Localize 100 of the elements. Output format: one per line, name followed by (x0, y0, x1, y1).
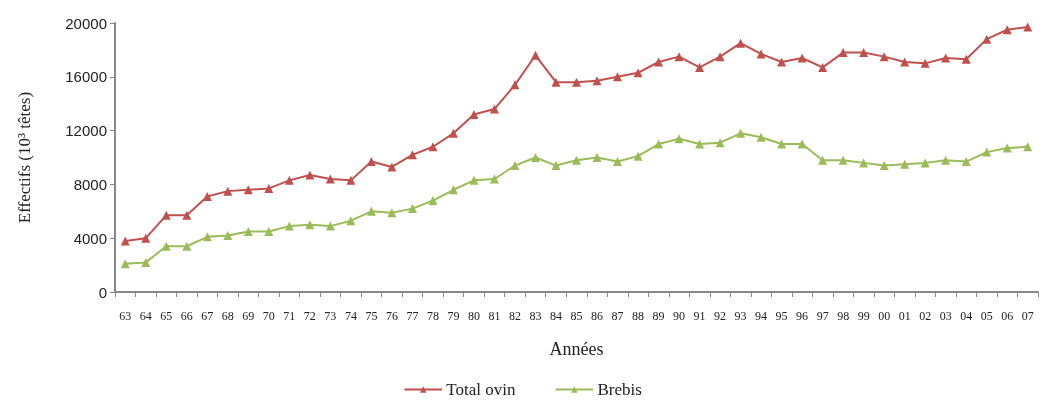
point (674, 52, 684, 62)
point (182, 210, 192, 220)
x-tick-label: 76 (385, 309, 398, 323)
x-tick-label: 83 (529, 309, 542, 323)
point (1002, 143, 1012, 153)
point (448, 185, 458, 195)
point (838, 48, 848, 58)
legend-label: Total ovin (446, 380, 516, 399)
x-tick-label: 72 (303, 309, 316, 323)
x-tick-label: 92 (714, 309, 727, 323)
point (284, 175, 294, 185)
x-tick-label: 86 (591, 309, 604, 323)
x-tick-label: 93 (734, 309, 747, 323)
x-tick-label: 85 (570, 309, 583, 323)
point (243, 226, 253, 236)
point (141, 233, 151, 243)
point (900, 159, 910, 169)
point (325, 221, 335, 231)
x-tick-label: 68 (221, 309, 234, 323)
y-tick-label: 4000 (73, 229, 107, 247)
x-tick-label: 71 (283, 309, 296, 323)
point (982, 147, 992, 157)
x-tick-label: 73 (324, 309, 337, 323)
x-tick-label: 07 (1021, 309, 1034, 323)
x-tick-label: 90 (673, 309, 686, 323)
point (325, 174, 335, 184)
x-tick-label: 75 (365, 309, 378, 323)
point (510, 161, 520, 171)
x-tick-label: 02 (919, 309, 932, 323)
x-tick-label: 65 (160, 309, 173, 323)
point (879, 161, 889, 171)
point (489, 174, 499, 184)
point (613, 157, 623, 167)
x-tick-label: 77 (406, 309, 419, 323)
x-tick-label: 64 (139, 309, 152, 323)
point (818, 62, 828, 72)
point (838, 155, 848, 165)
y-tick-label: 8000 (73, 175, 107, 193)
point (407, 204, 417, 214)
point (223, 186, 233, 196)
x-tick-label: 66 (180, 309, 193, 323)
x-tick-label: 63 (119, 309, 132, 323)
x-tick-label: 78 (426, 309, 439, 323)
point (756, 132, 766, 142)
point (941, 155, 951, 165)
point (346, 216, 356, 226)
x-tick-label: 88 (632, 309, 645, 323)
point (182, 241, 192, 251)
point (366, 206, 376, 216)
x-tick-label: 99 (857, 309, 870, 323)
x-tick-label: 79 (447, 309, 460, 323)
x-axis-title: Années (549, 339, 604, 359)
point (551, 161, 561, 171)
point (879, 52, 889, 62)
point (161, 210, 171, 220)
x-tick-label: 81 (488, 309, 501, 323)
x-tick-label: 00 (878, 309, 891, 323)
point (551, 77, 561, 87)
y-tick-label: 12000 (65, 122, 107, 140)
point (428, 196, 438, 206)
point (797, 139, 807, 149)
x-tick-label: 98 (837, 309, 850, 323)
point (592, 76, 602, 86)
point (982, 34, 992, 44)
point (654, 139, 664, 149)
point (346, 175, 356, 185)
x-tick-label: 95 (775, 309, 788, 323)
point (961, 54, 971, 64)
point (736, 128, 746, 138)
point (530, 153, 540, 162)
point (633, 151, 643, 161)
x-tick-label: 80 (467, 309, 480, 323)
point (572, 77, 581, 87)
x-tick-label: 69 (242, 309, 255, 323)
point (818, 155, 828, 165)
x-tick-label: 82 (508, 309, 521, 323)
y-tick-label: 0 (98, 283, 107, 301)
point (715, 52, 725, 62)
point (284, 221, 294, 231)
x-tick-label: 67 (201, 309, 214, 323)
point (469, 109, 479, 119)
x-tick-label: 96 (796, 309, 809, 323)
point (920, 58, 930, 68)
point (489, 104, 499, 114)
point (633, 68, 643, 78)
y-tick-label: 16000 (65, 68, 107, 86)
point (407, 150, 417, 160)
x-tick-label: 03 (939, 309, 952, 323)
point (141, 257, 151, 267)
point (428, 142, 438, 152)
point (613, 72, 623, 82)
point (736, 38, 746, 48)
point (715, 138, 725, 148)
point (448, 128, 458, 138)
point (695, 62, 705, 72)
point (674, 134, 684, 144)
point (592, 153, 602, 162)
x-tick-label: 97 (816, 309, 829, 323)
x-tick-label: 06 (1001, 309, 1014, 323)
point (777, 139, 787, 149)
